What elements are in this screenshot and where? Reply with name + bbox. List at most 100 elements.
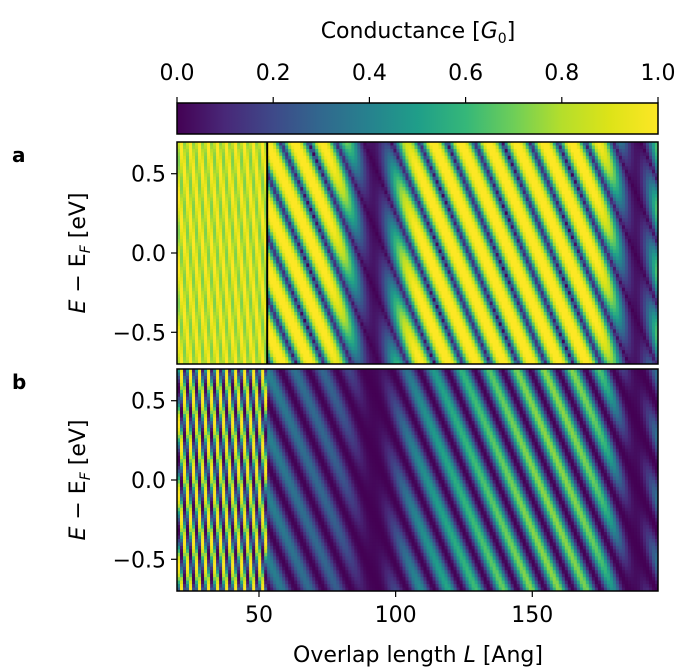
heatmap-cell xyxy=(222,242,226,247)
heatmap-cell xyxy=(183,235,187,240)
heatmap-cell xyxy=(198,187,202,192)
heatmap-cell xyxy=(243,200,247,206)
heatmap-cell xyxy=(207,291,211,296)
heatmap-cell xyxy=(222,343,226,348)
heatmap-cell xyxy=(240,214,244,219)
heatmap-cell xyxy=(192,180,196,185)
heatmap-cell xyxy=(249,263,253,268)
heatmap-cell xyxy=(231,211,235,216)
heatmap-cell xyxy=(189,221,193,226)
heatmap-cell xyxy=(219,353,223,358)
heatmap-cell xyxy=(186,291,190,296)
heatmap-cell xyxy=(210,200,214,206)
heatmap-cell xyxy=(228,305,232,310)
heatmap-cell xyxy=(186,305,190,310)
heatmap-cell xyxy=(228,301,232,306)
heatmap-cell xyxy=(186,173,190,178)
heatmap-cell xyxy=(234,339,238,344)
heatmap-cell xyxy=(180,148,184,154)
heatmap-cell xyxy=(195,294,199,299)
heatmap-cell xyxy=(225,322,229,327)
heatmap-cell xyxy=(216,162,220,167)
heatmap-cell xyxy=(255,159,259,164)
heatmap-cell xyxy=(243,159,247,164)
heatmap-cell xyxy=(231,152,235,157)
heatmap-cell xyxy=(204,329,208,334)
heatmap-cell xyxy=(198,280,202,285)
heatmap-cell xyxy=(240,152,244,157)
heatmap-cell xyxy=(225,148,229,154)
heatmap-cell xyxy=(183,200,187,206)
heatmap-cell xyxy=(246,200,250,206)
heatmap-cell xyxy=(228,280,232,285)
heatmap-cell xyxy=(213,315,217,320)
heatmap-cell xyxy=(204,242,208,247)
heatmap-cell xyxy=(216,159,220,164)
heatmap-cell xyxy=(183,221,187,226)
heatmap-cell xyxy=(195,263,199,268)
heatmap-cell xyxy=(246,190,250,195)
heatmap-cell xyxy=(192,315,196,320)
heatmap-cell xyxy=(189,256,193,261)
colorbar-tick-label: 0.0 xyxy=(160,61,195,86)
heatmap-cell xyxy=(225,200,229,206)
heatmap-cell xyxy=(201,343,205,348)
heatmap-cell xyxy=(249,357,253,362)
heatmap-cell xyxy=(207,200,211,206)
heatmap-cell xyxy=(255,173,259,178)
heatmap-cell xyxy=(237,339,241,344)
heatmap-cell xyxy=(231,200,235,206)
heatmap-cell xyxy=(204,211,208,216)
heatmap-cell xyxy=(213,287,217,292)
heatmap-cell xyxy=(228,190,232,195)
heatmap-cell xyxy=(210,270,214,275)
heatmap-cell xyxy=(189,145,193,150)
heatmap-cell xyxy=(180,294,184,299)
heatmap-cell xyxy=(201,266,205,271)
heatmap-cell xyxy=(186,221,190,226)
heatmap-cell xyxy=(237,311,241,317)
heatmap-cell xyxy=(222,253,226,258)
heatmap-cell xyxy=(246,142,250,147)
heatmap-cell xyxy=(210,325,214,330)
heatmap-cell xyxy=(216,266,220,271)
heatmap-cell xyxy=(198,218,202,223)
heatmap-cell xyxy=(225,305,229,310)
heatmap-cell xyxy=(189,277,193,282)
heatmap-cell xyxy=(237,221,241,226)
heatmap-cell xyxy=(210,357,214,362)
heatmap-cell xyxy=(219,211,223,216)
heatmap-cell xyxy=(234,336,238,341)
heatmap-cell xyxy=(198,259,202,265)
heatmap-cell xyxy=(192,301,196,306)
heatmap-cell xyxy=(243,242,247,247)
heatmap-cell xyxy=(210,197,214,202)
heatmap-cell xyxy=(192,183,196,188)
heatmap-cell xyxy=(201,142,205,147)
heatmap-cell xyxy=(249,291,253,296)
heatmap-cell xyxy=(207,145,211,150)
heatmap-cell xyxy=(219,360,223,364)
heatmap-cell xyxy=(237,232,241,237)
heatmap-cell xyxy=(177,173,181,178)
heatmap-cell xyxy=(252,273,256,278)
heatmap-cell xyxy=(234,253,238,258)
heatmap-cell xyxy=(237,332,241,337)
heatmap-cell xyxy=(219,325,223,330)
heatmap-cell xyxy=(225,298,229,303)
heatmap-cell xyxy=(177,318,181,323)
heatmap-cell xyxy=(222,266,226,271)
heatmap-cell xyxy=(222,176,226,181)
heatmap-cell xyxy=(246,339,250,344)
heatmap-cell xyxy=(249,353,253,358)
heatmap-cell xyxy=(213,204,217,209)
heatmap-cell xyxy=(252,266,256,271)
heatmap-cell xyxy=(213,311,217,317)
heatmap-cell xyxy=(195,298,199,303)
heatmap-cell xyxy=(186,207,190,212)
heatmap-cell xyxy=(201,322,205,327)
heatmap-cell xyxy=(186,325,190,330)
heatmap-cell xyxy=(177,197,181,202)
heatmap-cell xyxy=(201,187,205,192)
heatmap-cell xyxy=(213,159,217,164)
